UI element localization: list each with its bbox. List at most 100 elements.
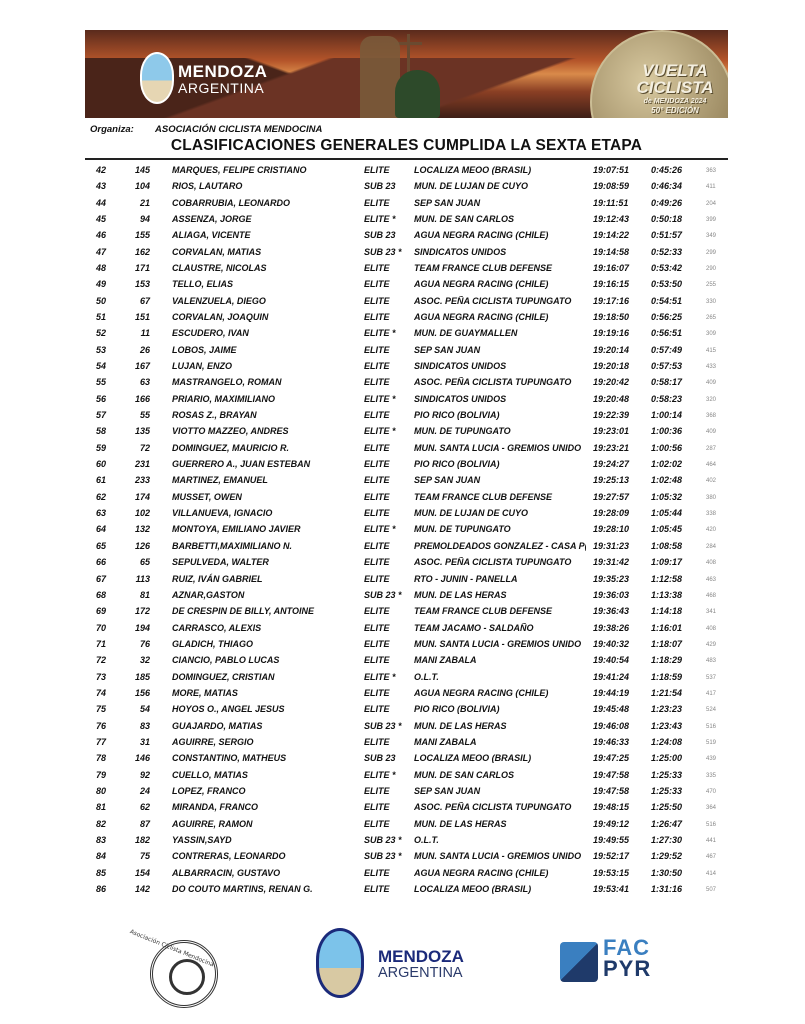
cell-name: SEPULVEDA, WALTER xyxy=(172,557,269,568)
cell-name: VILLANUEVA, IGNACIO xyxy=(172,508,273,519)
cell-time: 19:49:12 xyxy=(593,818,630,829)
cell-time: 19:20:14 xyxy=(593,344,630,355)
statue-image xyxy=(360,36,400,118)
cell-name: AGUIRRE, SERGIO xyxy=(172,736,254,747)
cell-cat: ELITE xyxy=(364,736,390,747)
cell-time: 19:17:16 xyxy=(593,295,630,306)
cell-name: CIANCIO, PABLO LUCAS xyxy=(172,655,280,666)
cell-gap: 1:12:58 xyxy=(651,573,683,584)
cell-num: 185 xyxy=(134,671,150,682)
cell-cat: ELITE xyxy=(364,622,390,633)
cell-pts: 363 xyxy=(706,168,717,174)
table-row: 45 94 ASSENZA, JORGE ELITE * MUN. DE SAN CAR… xyxy=(0,212,805,228)
cell-gap: 1:18:07 xyxy=(651,638,683,649)
cell-time: 19:38:26 xyxy=(593,622,630,633)
cell-pos: 66 xyxy=(96,557,107,568)
cell-team: PIO RICO (BOLIVIA) xyxy=(414,459,500,470)
cell-num: 166 xyxy=(134,393,150,404)
cell-num: 94 xyxy=(139,214,150,225)
cell-num: 32 xyxy=(139,655,150,666)
table-row: 62 174 MUSSET, OWEN ELITE TEAM FRANCE CLUB D… xyxy=(0,490,805,506)
cell-team: MUN. DE LAS HERAS xyxy=(414,818,507,829)
cell-time: 19:28:10 xyxy=(593,524,630,535)
fac-line1: FAC xyxy=(603,935,650,960)
cell-time: 19:12:43 xyxy=(593,214,630,225)
cell-time: 19:16:07 xyxy=(593,263,630,274)
cell-gap: 0:58:17 xyxy=(651,377,683,388)
cell-name: AGUIRRE, RAMON xyxy=(172,818,253,829)
medal-line2: CICLISTA xyxy=(636,78,714,97)
table-row: 81 62 MIRANDA, FRANCO ELITE ASOC. PEÑA CICLI… xyxy=(0,800,805,816)
organizer-label: Organiza: xyxy=(90,124,134,135)
cell-cat: ELITE xyxy=(364,540,390,551)
cell-name: MARQUES, FELIPE CRISTIANO xyxy=(172,165,307,175)
cell-pts: 429 xyxy=(706,641,717,648)
cell-team: TEAM FRANCE CLUB DEFENSE xyxy=(414,606,553,617)
cell-gap: 0:53:42 xyxy=(651,263,683,274)
cell-num: 24 xyxy=(139,785,150,796)
cell-pts: 441 xyxy=(706,837,717,844)
cell-pos: 70 xyxy=(96,622,107,633)
cell-pos: 67 xyxy=(96,573,107,584)
cell-time: 19:28:09 xyxy=(593,508,630,519)
cell-gap: 0:49:26 xyxy=(651,197,683,208)
cell-num: 113 xyxy=(135,573,150,584)
cell-num: 145 xyxy=(134,165,150,175)
cell-pts: 402 xyxy=(706,478,717,485)
cell-name: CARRASCO, ALEXIS xyxy=(172,622,262,633)
cell-name: CORVALAN, MATIAS xyxy=(172,246,262,257)
page-title: CLASIFICACIONES GENERALES CUMPLIDA LA SE… xyxy=(170,137,643,154)
cell-team: PIO RICO (BOLIVIA) xyxy=(414,704,500,715)
cell-gap: 1:02:48 xyxy=(651,475,683,486)
cell-time: 19:14:58 xyxy=(593,246,630,257)
table-row: 82 87 AGUIRRE, RAMON ELITE MUN. DE LAS HERAS… xyxy=(0,817,805,833)
cell-num: 233 xyxy=(134,475,150,486)
cell-team: LOCALIZA MEOO (BRASIL) xyxy=(414,165,532,175)
cell-cat: ELITE * xyxy=(364,671,396,682)
cell-time: 19:23:21 xyxy=(593,442,630,453)
cell-team: MUN. DE TUPUNGATO xyxy=(414,524,511,535)
cell-gap: 0:56:51 xyxy=(651,328,683,339)
cell-pts: 516 xyxy=(706,821,717,828)
cell-gap: 1:13:38 xyxy=(651,589,683,600)
cell-name: CLAUSTRE, NICOLAS xyxy=(172,263,267,274)
cell-gap: 1:31:16 xyxy=(651,883,683,894)
cell-num: 142 xyxy=(134,883,150,894)
table-row: 56 166 PRIARIO, MAXIMILIANO ELITE * SINDICAT… xyxy=(0,392,805,408)
logo-line1: MENDOZA xyxy=(178,62,268,81)
cell-gap: 0:53:50 xyxy=(651,279,683,290)
cell-name: DE CRESPIN DE BILLY, ANTOINE xyxy=(172,606,315,617)
cell-cat: SUB 23 * xyxy=(364,720,402,731)
cell-num: 135 xyxy=(134,426,150,437)
cell-num: 155 xyxy=(134,230,150,241)
mendoza-line2: ARGENTINA xyxy=(378,964,463,981)
table-row: 67 113 RUIZ, IVÁN GABRIEL ELITE RTO - JUNIN … xyxy=(0,572,805,588)
cell-cat: ELITE xyxy=(364,312,390,323)
cell-time: 19:36:43 xyxy=(593,606,630,617)
cell-name: TELLO, ELIAS xyxy=(172,279,234,290)
cell-pos: 75 xyxy=(96,704,107,715)
cell-gap: 1:02:02 xyxy=(651,459,683,470)
cell-name: MUSSET, OWEN xyxy=(172,491,242,502)
cell-pts: 341 xyxy=(706,609,717,616)
cell-time: 19:47:58 xyxy=(593,769,630,780)
table-row: 48 171 CLAUSTRE, NICOLAS ELITE TEAM FRANCE C… xyxy=(0,261,805,277)
cell-gap: 0:58:23 xyxy=(651,393,683,404)
cell-team: SINDICATOS UNIDOS xyxy=(414,246,507,257)
cell-name: LUJAN, ENZO xyxy=(172,361,233,372)
cell-time: 19:47:58 xyxy=(593,785,630,796)
cell-num: 194 xyxy=(134,622,150,633)
table-row: 71 76 GLADICH, THIAGO ELITE MUN. SANTA LUCIA… xyxy=(0,637,805,653)
cell-name: PRIARIO, MAXIMILIANO xyxy=(172,393,275,404)
cell-gap: 0:45:26 xyxy=(651,165,683,175)
cell-num: 162 xyxy=(134,246,150,257)
cell-team: AGUA NEGRA RACING (CHILE) xyxy=(414,230,549,241)
cell-cat: ELITE xyxy=(364,377,390,388)
cell-pos: 48 xyxy=(96,263,107,274)
cell-time: 19:31:23 xyxy=(593,540,630,551)
cell-num: 231 xyxy=(134,459,150,470)
cell-name: ESCUDERO, IVAN xyxy=(172,328,249,339)
organizer: Organiza: ASOCIACIÓN CICLISTA MENDOCINA xyxy=(90,124,322,135)
cell-team: SINDICATOS UNIDOS xyxy=(414,361,507,372)
cell-pts: 338 xyxy=(706,511,717,518)
